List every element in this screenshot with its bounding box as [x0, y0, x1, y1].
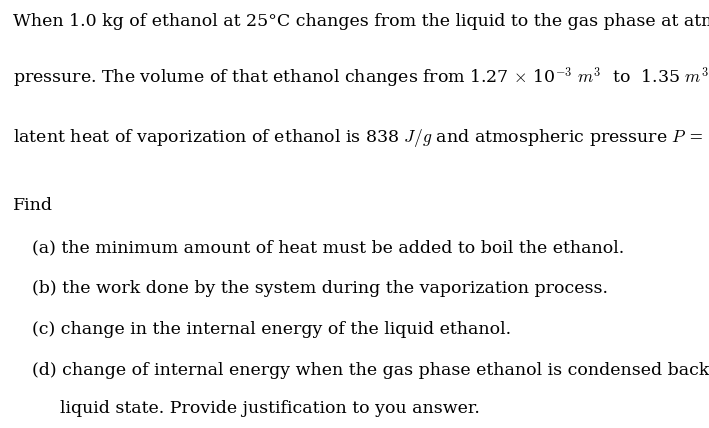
Text: When 1.0 kg of ethanol at 25°C changes from the liquid to the gas phase at atmos: When 1.0 kg of ethanol at 25°C changes f…: [13, 13, 709, 30]
Text: latent heat of vaporization of ethanol is 838 $J/g$ and atmospheric pressure $P$: latent heat of vaporization of ethanol i…: [13, 125, 709, 150]
Text: (b) the work done by the system during the vaporization process.: (b) the work done by the system during t…: [32, 280, 608, 297]
Text: (a) the minimum amount of heat must be added to boil the ethanol.: (a) the minimum amount of heat must be a…: [32, 240, 624, 257]
Text: (c) change in the internal energy of the liquid ethanol.: (c) change in the internal energy of the…: [32, 321, 511, 338]
Text: Find: Find: [13, 197, 52, 214]
Text: pressure. The volume of that ethanol changes from 1.27 $\times$ 10$^{-3}$ $m^3$ : pressure. The volume of that ethanol cha…: [13, 65, 709, 90]
Text: (d) change of internal energy when the gas phase ethanol is condensed back to: (d) change of internal energy when the g…: [32, 362, 709, 379]
Text: liquid state. Provide justification to you answer.: liquid state. Provide justification to y…: [60, 400, 480, 417]
